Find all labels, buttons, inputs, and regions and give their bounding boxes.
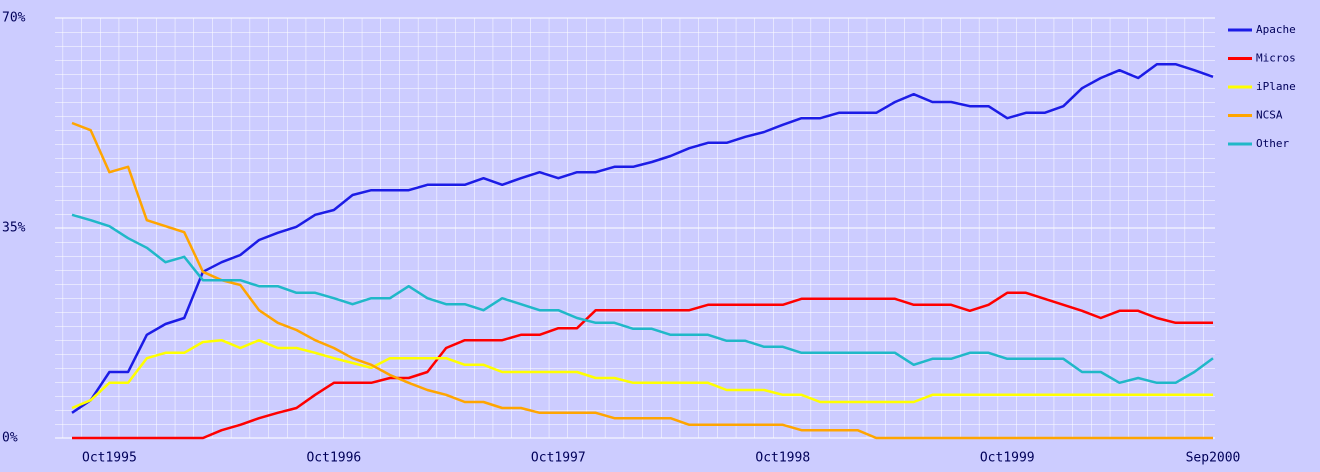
legend-label: Micros <box>1256 52 1296 65</box>
series-line <box>71 213 1214 385</box>
y-tick-label: 0% <box>2 431 18 446</box>
series-line <box>71 121 1213 440</box>
series-line <box>71 62 1214 414</box>
series-line <box>71 338 1213 410</box>
legend-label: Apache <box>1256 23 1296 36</box>
y-tick-label: 70% <box>2 11 26 26</box>
y-tick-label: 35% <box>2 221 26 236</box>
x-tick-label: Oct1998 <box>755 451 810 466</box>
x-tick-label: Sep2000 <box>1186 451 1241 466</box>
chart-layer: 0% 35% 70% Oct1995 Oct1996 Oct1997 Oct1998 Oct1… <box>2 11 1296 466</box>
series-line <box>72 291 1213 440</box>
legend-label: NCSA <box>1256 109 1283 122</box>
x-tick-label: Oct1995 <box>82 451 137 466</box>
x-tick-label: Oct1999 <box>980 451 1035 466</box>
legend-label: Other <box>1256 137 1289 150</box>
x-tick-label: Oct1997 <box>531 451 586 466</box>
legend-label: iPlane <box>1256 80 1296 93</box>
x-tick-label: Oct1996 <box>306 451 361 466</box>
